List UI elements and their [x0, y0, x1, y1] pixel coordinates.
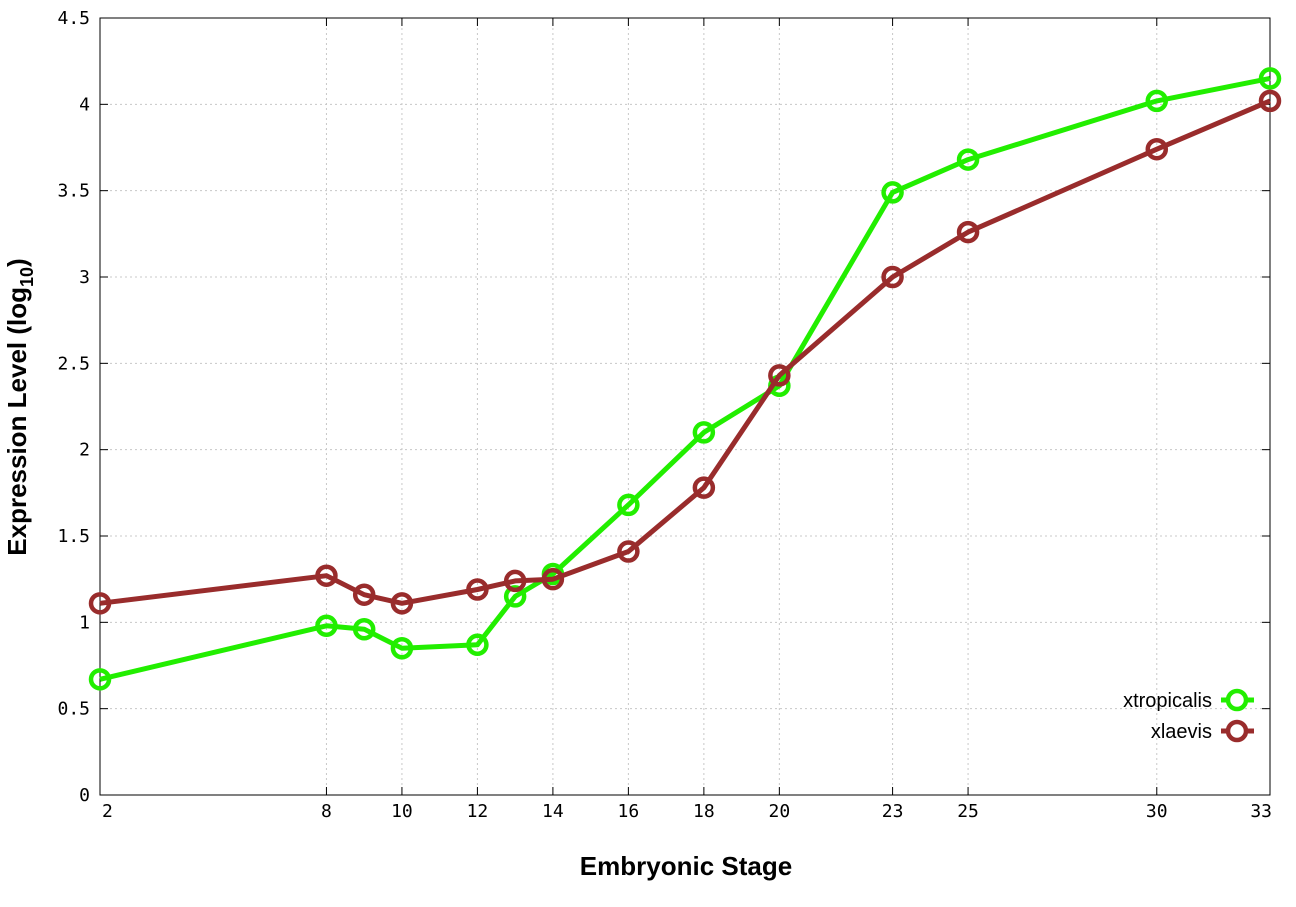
x-tick-label: 23 [882, 801, 904, 822]
y-axis-title-close: ) [2, 258, 32, 267]
data-point-xlaevis [88, 592, 112, 615]
data-point-xtropicalis [617, 493, 640, 517]
data-point-xlaevis [881, 265, 904, 289]
data-point-xtropicalis [503, 585, 527, 608]
data-point-xtropicalis [881, 181, 904, 204]
x-tick-label: 12 [467, 801, 489, 822]
series-line-xlaevis [99, 98, 1271, 606]
y-tick-label: 0 [79, 785, 90, 806]
y-tick-label: 4 [79, 94, 90, 115]
data-point-xlaevis [692, 476, 716, 499]
data-point-xlaevis [352, 583, 376, 606]
data-point-xtropicalis [1258, 67, 1282, 90]
x-tick-label: 16 [618, 801, 640, 822]
legend-swatch-marker-xtropicalis [1225, 688, 1249, 712]
y-tick-label: 3 [79, 267, 90, 288]
data-point-xtropicalis [315, 614, 338, 638]
x-tick-label: 10 [391, 801, 413, 822]
x-tick-label: 2 [102, 801, 113, 822]
data-point-xlaevis [466, 578, 489, 601]
x-tick-label: 33 [1250, 801, 1272, 822]
data-point-xlaevis [541, 567, 565, 591]
x-tick-label: 25 [957, 801, 979, 822]
data-point-xtropicalis [390, 636, 414, 660]
y-axis-title-main: Expression Level (log [2, 287, 32, 556]
series-line-xtropicalis [99, 75, 1271, 682]
x-tick-label: 14 [542, 801, 564, 822]
y-tick-label: 1.5 [57, 526, 90, 547]
y-tick-label: 3.5 [57, 181, 90, 202]
y-axis-ticks: 0 0.5 1 1.5 2 2.5 3 3.5 4 4.5 [57, 8, 1270, 806]
series-xtropicalis [88, 67, 1282, 691]
y-tick-label: 4.5 [57, 8, 90, 29]
data-point-xtropicalis [692, 421, 716, 444]
data-point-xtropicalis [352, 617, 376, 641]
plot-frame [99, 17, 1271, 796]
x-tick-label: 18 [693, 801, 715, 822]
legend-swatch-marker-xlaevis [1225, 719, 1249, 743]
y-tick-label: 2.5 [57, 353, 90, 374]
data-point-xlaevis [768, 364, 791, 387]
legend-label-xlaevis: xlaevis [1151, 721, 1212, 743]
legend-label-xtropicalis: xtropicalis [1123, 690, 1212, 712]
x-tick-label: 8 [321, 801, 332, 822]
x-tick-label: 20 [769, 801, 791, 822]
data-point-xlaevis [617, 540, 640, 563]
data-point-xlaevis [1258, 89, 1282, 113]
y-tick-label: 0.5 [57, 699, 90, 720]
data-point-xlaevis [315, 564, 338, 587]
data-point-xtropicalis [956, 148, 980, 171]
data-point-xlaevis [503, 569, 527, 593]
y-tick-label: 2 [79, 440, 90, 461]
data-point-xlaevis [1145, 137, 1169, 161]
series-xlaevis [88, 89, 1282, 615]
y-tick-label: 1 [79, 612, 90, 633]
data-point-xlaevis [390, 592, 414, 615]
y-axis-title: Expression Level (log10) [2, 258, 37, 555]
x-tick-label: 30 [1146, 801, 1168, 822]
x-axis-title: Embryonic Stage [580, 851, 792, 881]
grid [100, 18, 1270, 795]
y-axis-title-subscript: 10 [17, 267, 37, 287]
data-point-xlaevis [956, 220, 980, 244]
legend: xtropicalis xlaevis [1123, 688, 1254, 743]
data-point-xtropicalis [466, 633, 489, 657]
data-point-xtropicalis [1145, 89, 1169, 113]
data-point-xtropicalis [88, 668, 112, 691]
x-axis-ticks: 2 8 10 12 14 16 18 20 23 25 30 33 [99, 18, 1272, 822]
series-group [88, 67, 1282, 691]
